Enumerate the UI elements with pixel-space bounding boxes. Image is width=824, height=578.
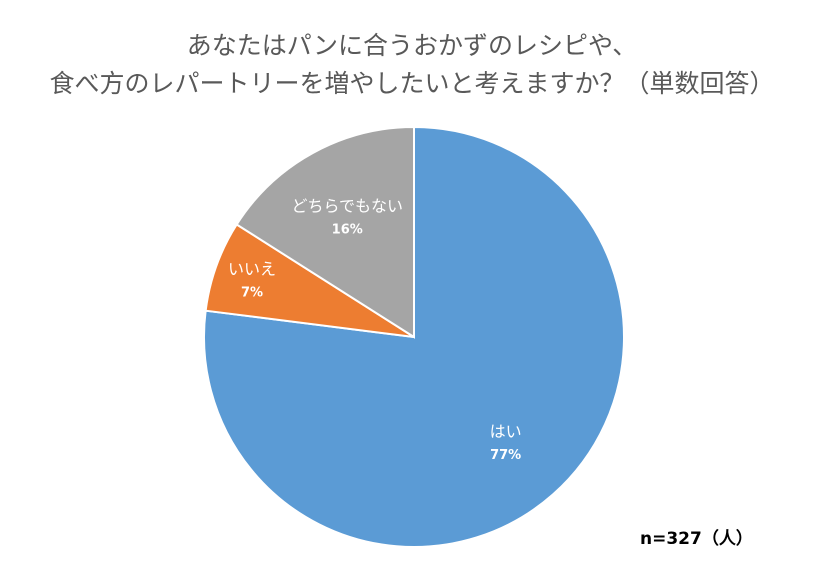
slice-value-label: 77% bbox=[490, 448, 521, 463]
sample-size-note: n=327（人） bbox=[640, 529, 753, 549]
chart-title-line-2: 食べ方のレパートリーを増やしたいと考えますか？（単数回答） bbox=[49, 69, 775, 98]
pie-slice-0 bbox=[203, 125, 625, 548]
chart-title-line-1: あなたはパンに合うおかずのレシピや、 bbox=[186, 31, 638, 60]
slice-value-label: 16% bbox=[332, 223, 363, 238]
slice-category-label: いいえ bbox=[228, 260, 276, 279]
pie-slice-2 bbox=[235, 125, 415, 339]
slice-category-label: どちらでもない bbox=[291, 197, 403, 216]
slice-value-label: 7% bbox=[241, 286, 263, 301]
slice-category-label: はい bbox=[490, 422, 522, 441]
